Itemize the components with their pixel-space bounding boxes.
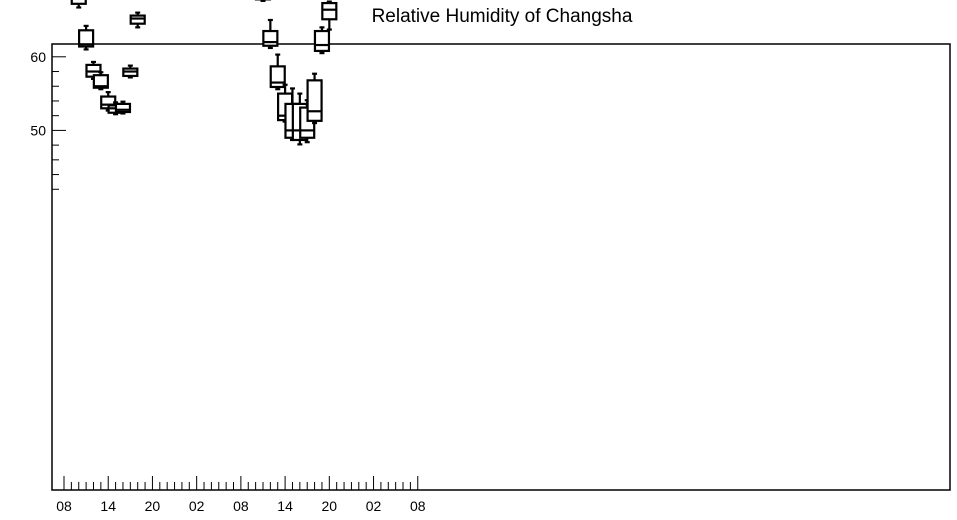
chart-title: Relative Humidity of Changsha bbox=[372, 6, 633, 27]
box-iqr bbox=[78, 29, 95, 48]
box-item bbox=[92, 71, 109, 91]
box-item bbox=[122, 64, 139, 79]
x-tick-label: 20 bbox=[322, 498, 338, 514]
boxes-layer bbox=[70, 0, 338, 146]
x-tick-label: 08 bbox=[410, 498, 426, 514]
plot-frame bbox=[51, 43, 951, 491]
y-tick-label: 60 bbox=[30, 49, 46, 65]
x-tick-label: 14 bbox=[277, 498, 293, 514]
x-tick-label: 08 bbox=[56, 498, 72, 514]
y-axis: 5060708090100 bbox=[30, 49, 66, 190]
x-tick-label: 14 bbox=[100, 498, 116, 514]
box-iqr bbox=[70, 0, 87, 5]
box-item bbox=[129, 11, 146, 29]
box-iqr bbox=[306, 79, 323, 122]
y-tick-label: 50 bbox=[30, 122, 46, 138]
box-item bbox=[114, 100, 132, 115]
box-item bbox=[254, 0, 272, 2]
box-iqr bbox=[92, 74, 109, 89]
box-item bbox=[306, 72, 323, 125]
box-iqr bbox=[321, 1, 338, 21]
box-iqr bbox=[114, 102, 132, 114]
x-tick-label: 20 bbox=[145, 498, 161, 514]
box-iqr bbox=[313, 29, 331, 53]
box-item bbox=[313, 26, 331, 55]
box-iqr bbox=[129, 14, 146, 25]
box-iqr bbox=[262, 29, 279, 47]
x-tick-label: 08 bbox=[233, 498, 249, 514]
x-tick-label: 02 bbox=[189, 498, 205, 514]
box-item bbox=[269, 53, 286, 91]
x-tick-label: 02 bbox=[366, 498, 382, 514]
box-item bbox=[262, 18, 279, 50]
box-item bbox=[321, 0, 338, 31]
box-item bbox=[70, 0, 87, 9]
x-axis: 08 14 20 02 08 14 20 02 08 bbox=[56, 476, 426, 514]
box-item bbox=[78, 24, 95, 51]
